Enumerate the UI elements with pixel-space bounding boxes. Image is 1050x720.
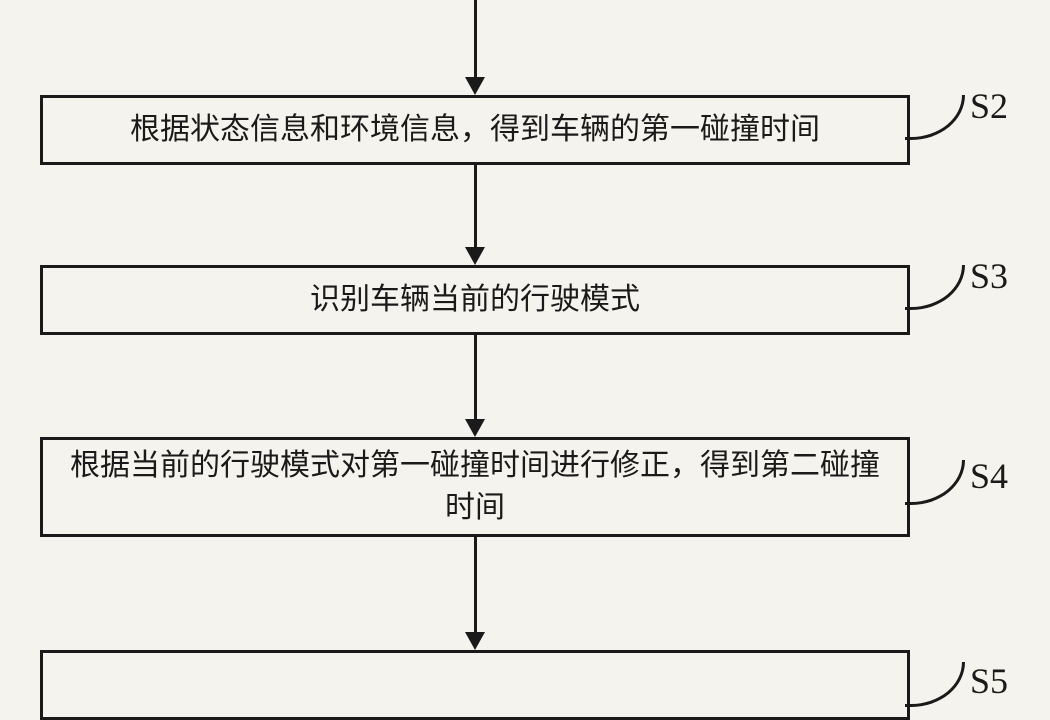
step-label-s4: S4	[970, 455, 1008, 497]
flow-node-n2-label: 根据状态信息和环境信息，得到车辆的第一碰撞时间	[130, 109, 820, 151]
arrow-down-icon	[465, 247, 485, 265]
flow-arrow-line	[474, 165, 477, 249]
arrow-down-icon	[465, 77, 485, 95]
flow-node-n5	[40, 650, 910, 720]
flow-node-n2: 根据状态信息和环境信息，得到车辆的第一碰撞时间	[40, 95, 910, 165]
step-label-s2: S2	[970, 85, 1008, 127]
flow-arrow-line	[474, 0, 477, 79]
flow-arrow-line	[474, 335, 477, 421]
flow-node-n4-label: 根据当前的行驶模式对第一碰撞时间进行修正，得到第二碰撞时间	[63, 445, 887, 529]
flow-node-n3: 识别车辆当前的行驶模式	[40, 265, 910, 335]
callout-curve	[905, 95, 965, 140]
flow-node-n3-label: 识别车辆当前的行驶模式	[310, 279, 640, 321]
step-label-s5: S5	[970, 660, 1008, 702]
arrow-down-icon	[465, 419, 485, 437]
callout-curve	[905, 460, 965, 505]
flow-arrow-line	[474, 537, 477, 634]
callout-curve	[905, 265, 965, 310]
callout-curve	[905, 662, 965, 707]
flow-node-n4: 根据当前的行驶模式对第一碰撞时间进行修正，得到第二碰撞时间	[40, 437, 910, 537]
step-label-s3: S3	[970, 255, 1008, 297]
arrow-down-icon	[465, 632, 485, 650]
